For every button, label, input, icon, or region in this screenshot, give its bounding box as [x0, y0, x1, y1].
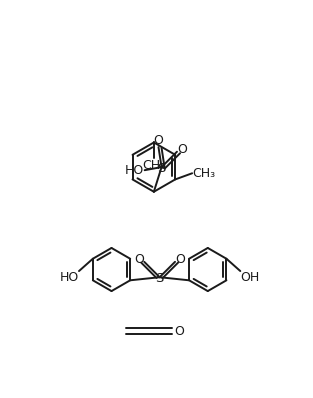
Text: O: O	[177, 143, 187, 156]
Text: S: S	[157, 162, 166, 175]
Text: CH₃: CH₃	[142, 159, 166, 172]
Text: HO: HO	[125, 164, 144, 177]
Text: OH: OH	[241, 271, 260, 284]
Text: O: O	[176, 253, 185, 266]
Text: O: O	[134, 253, 144, 266]
Text: O: O	[154, 135, 163, 147]
Text: HO: HO	[59, 271, 79, 284]
Text: S: S	[156, 272, 164, 285]
Text: CH₃: CH₃	[192, 167, 215, 180]
Text: O: O	[174, 325, 184, 338]
